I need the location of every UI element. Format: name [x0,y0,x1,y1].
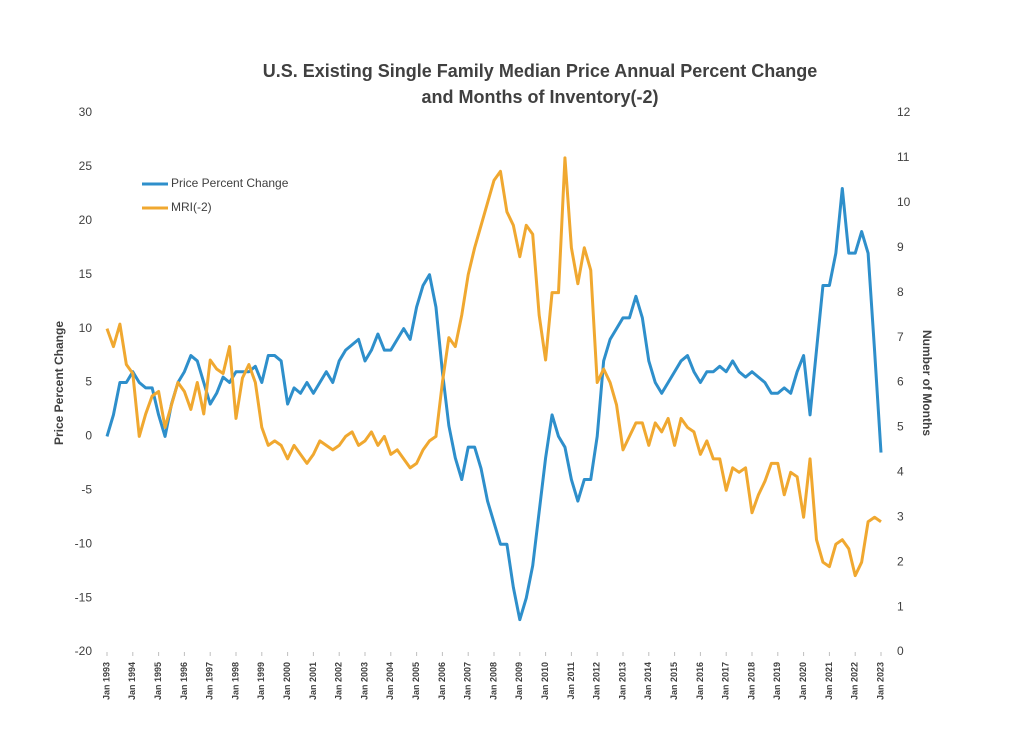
x-tick-label: Jan 1997 [205,662,215,700]
y-tick-label: -5 [81,482,92,496]
y2-tick-label: 9 [897,240,904,254]
series-line [105,156,882,578]
x-tick-label: Jan 1998 [230,662,240,700]
x-tick-label: Jan 2019 [772,662,782,700]
x-tick-label: Jan 2021 [824,662,834,700]
chart-title: U.S. Existing Single Family Median Price… [263,61,817,81]
x-tick-label: Jan 2004 [385,662,395,700]
y2-tick-label: 12 [897,105,911,119]
y-tick-label: -10 [75,536,93,550]
y-tick-label: 25 [79,159,93,173]
x-tick-label: Jan 2006 [437,662,447,700]
x-tick-label: Jan 1993 [101,662,111,700]
x-tick-label: Jan 2017 [721,662,731,700]
x-tick-label: Jan 2001 [308,662,318,700]
x-tick-label: Jan 1995 [153,662,163,700]
legend-label: MRI(-2) [171,200,212,214]
y-tick-label: 15 [79,267,93,281]
y2-tick-label: 6 [897,375,904,389]
x-tick-label: Jan 1996 [179,662,189,700]
y2-tick-label: 3 [897,509,904,523]
legend-label: Price Percent Change [171,176,289,190]
x-tick-label: Jan 2023 [875,662,885,700]
y2-tick-label: 7 [897,330,904,344]
x-tick-label: Jan 2002 [334,662,344,700]
y2-tick-label: 2 [897,554,904,568]
x-tick-label: Jan 2005 [411,662,421,700]
x-tick-label: Jan 1994 [127,662,137,700]
x-tick-label: Jan 2003 [359,662,369,700]
y-axis-title: Price Percent Change [52,321,66,445]
x-tick-label: Jan 2011 [566,662,576,700]
x-tick-label: Jan 2013 [617,662,627,700]
y-tick-label: 20 [79,213,93,227]
y2-tick-label: 1 [897,599,904,613]
y-tick-label: 30 [79,105,93,119]
x-tick-label: Jan 2016 [695,662,705,700]
y2-tick-label: 4 [897,465,904,479]
x-tick-label: Jan 2015 [669,662,679,700]
x-tick-label: Jan 2007 [463,662,473,700]
x-tick-label: Jan 2000 [282,662,292,700]
chart-title: and Months of Inventory(-2) [422,87,659,107]
x-tick-label: Jan 2020 [798,662,808,700]
x-tick-label: Jan 1999 [256,662,266,700]
y2-tick-label: 10 [897,195,911,209]
y2-tick-label: 11 [897,150,910,164]
y-tick-label: -20 [75,644,93,658]
x-tick-label: Jan 2010 [540,662,550,700]
y2-axis-title: Number of Months [920,330,934,436]
y-tick-label: 5 [85,375,92,389]
y2-tick-label: 8 [897,285,904,299]
x-tick-label: Jan 2009 [514,662,524,700]
series-line [105,186,883,622]
x-tick-label: Jan 2012 [592,662,602,700]
y2-tick-label: 0 [897,644,904,658]
y-tick-label: -15 [75,590,93,604]
x-tick-label: Jan 2014 [643,662,653,700]
y2-tick-label: 5 [897,420,904,434]
x-tick-label: Jan 2022 [850,662,860,700]
x-tick-label: Jan 2008 [488,662,498,700]
y-tick-label: 0 [85,429,92,443]
y-tick-label: 10 [79,321,93,335]
x-tick-label: Jan 2018 [746,662,756,700]
